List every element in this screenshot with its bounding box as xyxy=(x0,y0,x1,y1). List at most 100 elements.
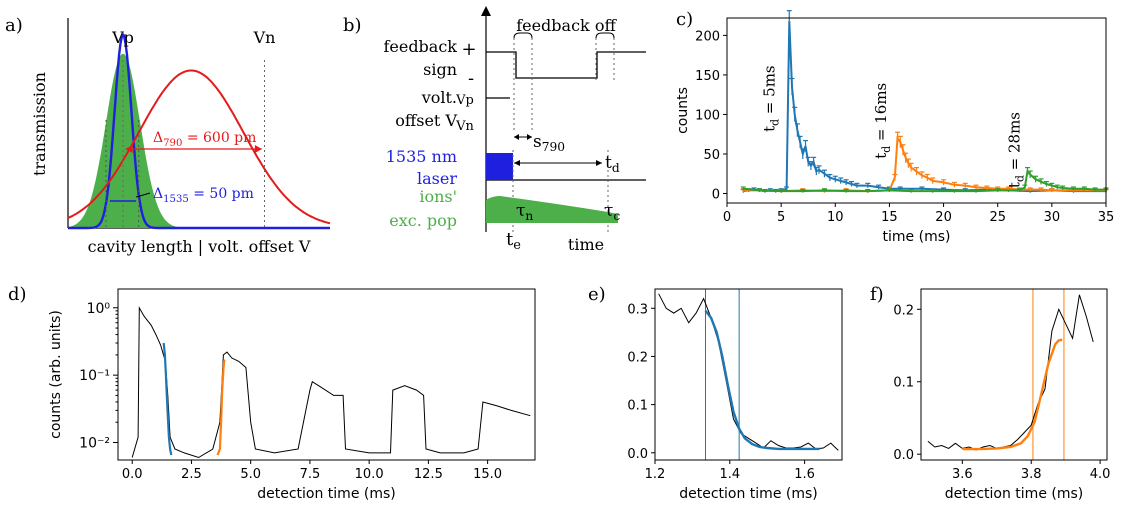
panel-c-annotation-0-main: t xyxy=(761,126,779,132)
panel-a-xlabel: cavity length | volt. offset V xyxy=(88,237,311,256)
panel-c-ytick-label: 0 xyxy=(712,188,720,203)
panel-c-annotation-1-rest: = 16ms xyxy=(872,83,890,146)
panel-c-xtick-label: 0 xyxy=(723,210,731,225)
panel-b-te-label-sub: e xyxy=(513,238,521,253)
panel-c-xtick-label: 25 xyxy=(989,210,1006,225)
panel-b-td-label: td xyxy=(605,153,620,175)
panel-label-f: f) xyxy=(870,284,884,305)
panel-a-red-label: Δ790 = 600 pm xyxy=(153,130,256,149)
panel-b-row-label-3-1: exc. pop xyxy=(389,211,457,230)
panel-b-td-label-main: t xyxy=(605,153,612,173)
panel-f-xtick-label: 3.6 xyxy=(952,467,973,482)
panel-c-xtick-label: 15 xyxy=(881,210,898,225)
panel-e-ytick-label: 0.3 xyxy=(627,302,648,317)
panel-a-ylabel: transmission xyxy=(30,72,49,176)
panel-b-tau-c-label-sub: c xyxy=(613,209,620,223)
panel-d-xtick-label: 7.5 xyxy=(300,467,321,482)
panel-f-ytick-label: 0.0 xyxy=(893,448,914,463)
panel-c-annotation-0: td = 5ms xyxy=(761,65,782,132)
panel-c-annotation-2-sub: d xyxy=(1013,175,1026,182)
panel-d-ylabel: counts (arb. units) xyxy=(48,310,64,439)
panel-b-tau-n-label-sub: n xyxy=(525,209,533,223)
panel-b-tau-n-label-main: τ xyxy=(516,201,525,221)
panel-a-green-fill xyxy=(68,53,330,229)
panel-a-red-arrowhead-r xyxy=(254,145,262,153)
panel-label-b: b) xyxy=(343,15,362,36)
panel-d-series-2 xyxy=(216,359,226,456)
panel-b-te-label: te xyxy=(506,229,521,253)
panel-a-blue-pointer xyxy=(135,192,151,198)
panel-d-ytick-label: 10⁻² xyxy=(79,436,110,452)
panel-e-ytick-label: 0.2 xyxy=(627,350,648,365)
panel-b-s790-label: s790 xyxy=(533,132,565,154)
panel-b-row-label-1-1: offset V xyxy=(395,111,457,130)
panel-a-blue-label-rest: = 50 pm xyxy=(189,186,254,202)
panel-label-e: e) xyxy=(588,284,606,305)
panel-c-xtick-label: 5 xyxy=(777,210,785,225)
panel-c-ytick-label: 200 xyxy=(695,29,720,44)
panel-b-row-label-2-0: 1535 nm xyxy=(386,147,457,166)
panel-f-xtick-label: 3.8 xyxy=(1021,467,1042,482)
panel-b-td-arrowhead-r xyxy=(596,160,602,166)
panel-b-row-label-0-0: feedback xyxy=(383,37,457,56)
panel-f-axes xyxy=(920,288,1108,461)
panel-a-blue-label-main: Δ xyxy=(153,186,163,202)
panel-b-td-label-sub: d xyxy=(612,161,620,175)
panel-a-red-curve xyxy=(67,69,331,225)
panel-b-row-label-0-1: sign xyxy=(423,60,457,79)
panel-e-ytick-label: 0.0 xyxy=(627,447,648,462)
panel-e-xlabel: detection time (ms) xyxy=(679,486,818,502)
panel-a-red-label-rest: = 600 pm xyxy=(182,130,256,146)
panel-b-tau-c-label: τc xyxy=(604,201,620,223)
panel-c-annotation-2-main: t xyxy=(1005,182,1023,188)
panel-c-xtick-label: 35 xyxy=(1098,210,1115,225)
panel-c-xtick-label: 30 xyxy=(1044,210,1061,225)
panel-e-axes xyxy=(654,288,843,461)
panel-c-xlabel: time (ms) xyxy=(883,229,951,245)
panel-c-ytick-label: 50 xyxy=(703,148,720,163)
panel-c-xtick-label: 20 xyxy=(935,210,952,225)
panel-b-vp: Vp xyxy=(455,93,474,108)
panel-d-xtick-label: 2.5 xyxy=(181,467,202,482)
panel-b-te-label-main: t xyxy=(506,229,514,250)
panel-b-brace-right xyxy=(595,32,615,39)
panel-c-ytick-label: 100 xyxy=(695,108,720,123)
panel-e-xtick-label: 1.6 xyxy=(794,467,815,482)
panel-b-row-label-2-1: laser xyxy=(417,169,457,188)
panel-c-ylabel: counts xyxy=(675,87,691,134)
panel-b-header: feedback off xyxy=(516,16,617,35)
panel-d-ytick-label: 10⁻¹ xyxy=(79,368,110,384)
panel-b-row-label-1-0: volt. xyxy=(421,88,457,107)
panel-b-axis-arrowhead xyxy=(481,6,491,16)
panel-a-blue-curve xyxy=(68,32,330,230)
panel-b-tau-n-label: τn xyxy=(516,201,533,223)
panel-d-axes xyxy=(117,288,536,461)
panel-d-xtick-label: 12.5 xyxy=(414,467,443,482)
panel-b-row-label-3-0: ions' xyxy=(419,187,457,206)
panel-b-s790-label-main: s xyxy=(533,132,542,152)
panel-d-series-1 xyxy=(162,342,173,456)
panel-e-ytick-label: 0.1 xyxy=(627,399,648,414)
panel-f-ytick-label: 0.1 xyxy=(893,376,914,391)
panel-a-blue-label: Δ1535 = 50 pm xyxy=(153,186,254,205)
panel-c-axes xyxy=(726,17,1107,204)
panel-f-xtick-label: 4.0 xyxy=(1090,467,1111,482)
panel-d-xtick-label: 15.0 xyxy=(473,467,502,482)
panel-a-red-label-main: Δ xyxy=(153,130,163,146)
panel-a-blue-label-sub: 1535 xyxy=(163,194,189,205)
panel-b-brace-left xyxy=(513,32,533,39)
panel-f: 3.6 3.8 4.0 0.0 0.1 0.2 detection time (ms) xyxy=(893,289,1110,502)
panel-f-xlabel: detection time (ms) xyxy=(945,486,1084,502)
panel-c-annotation-1-main: t xyxy=(872,153,890,159)
panel-a-red-label-sub: 790 xyxy=(163,138,182,149)
panel-e-series-1 xyxy=(704,309,820,451)
panel-d-xtick-label: 0.0 xyxy=(122,467,143,482)
panel-c-annotation-1: td = 16ms xyxy=(872,83,893,159)
panel-label-a: a) xyxy=(5,15,23,36)
panel-d-xtick-label: 5.0 xyxy=(240,467,261,482)
panel-f-series-1 xyxy=(962,338,1063,451)
panel-b-s790-arrowhead-r xyxy=(527,134,532,140)
